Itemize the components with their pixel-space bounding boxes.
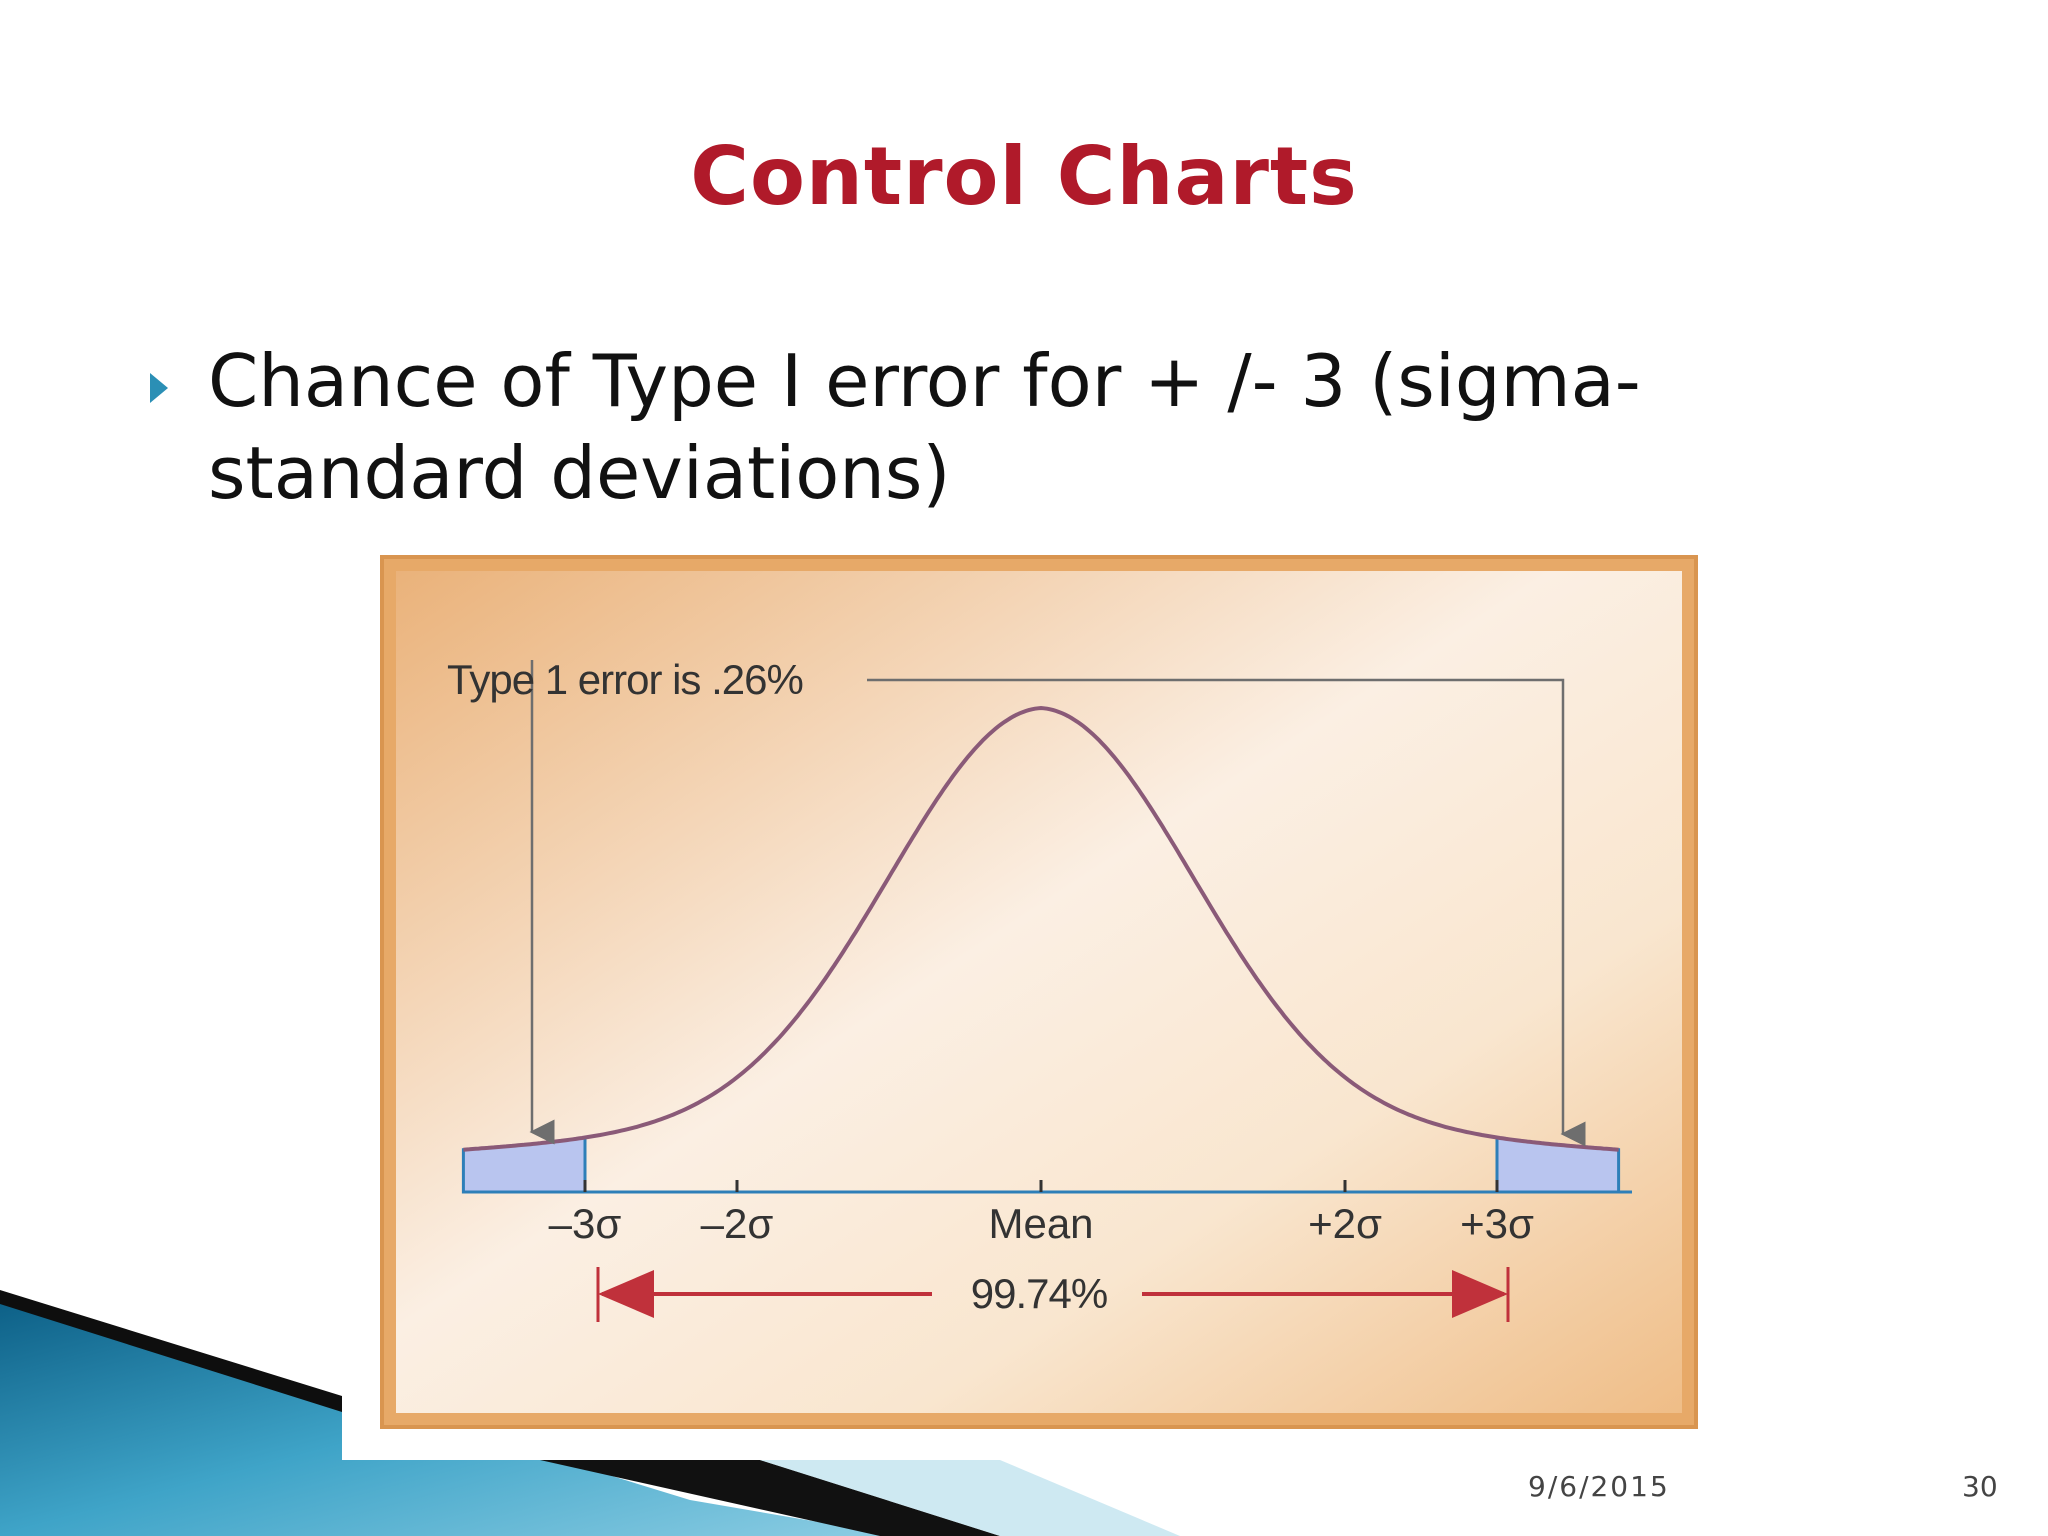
slide-title: Control Charts (690, 130, 1358, 223)
tick-label-plus-2-sigma: +2σ (1308, 1200, 1382, 1247)
tick-marks (583, 1180, 1499, 1192)
page-number: 30 (1962, 1470, 1998, 1503)
normal-distribution-figure: –3σ –2σ Mean +2σ +3σ Type 1 error is .26… (342, 532, 1714, 1460)
bullet-text: Chance of Type I error for + /- 3 (sigma… (208, 339, 1641, 515)
normal-curve (463, 705, 1619, 1152)
tick-label-mean: Mean (988, 1200, 1093, 1247)
type-1-error-annotation: Type 1 error is .26% (447, 656, 803, 703)
range-label: 99.74% (971, 1270, 1107, 1317)
annotation-leader-right (867, 678, 1586, 1147)
tick-label-minus-3-sigma: –3σ (549, 1200, 622, 1247)
tick-label-minus-2-sigma: –2σ (701, 1200, 774, 1247)
tick-label-plus-3-sigma: +3σ (1460, 1200, 1534, 1247)
triangle-bullet-icon (150, 373, 168, 403)
footer-date: 9/6/2015 (1528, 1470, 1670, 1503)
